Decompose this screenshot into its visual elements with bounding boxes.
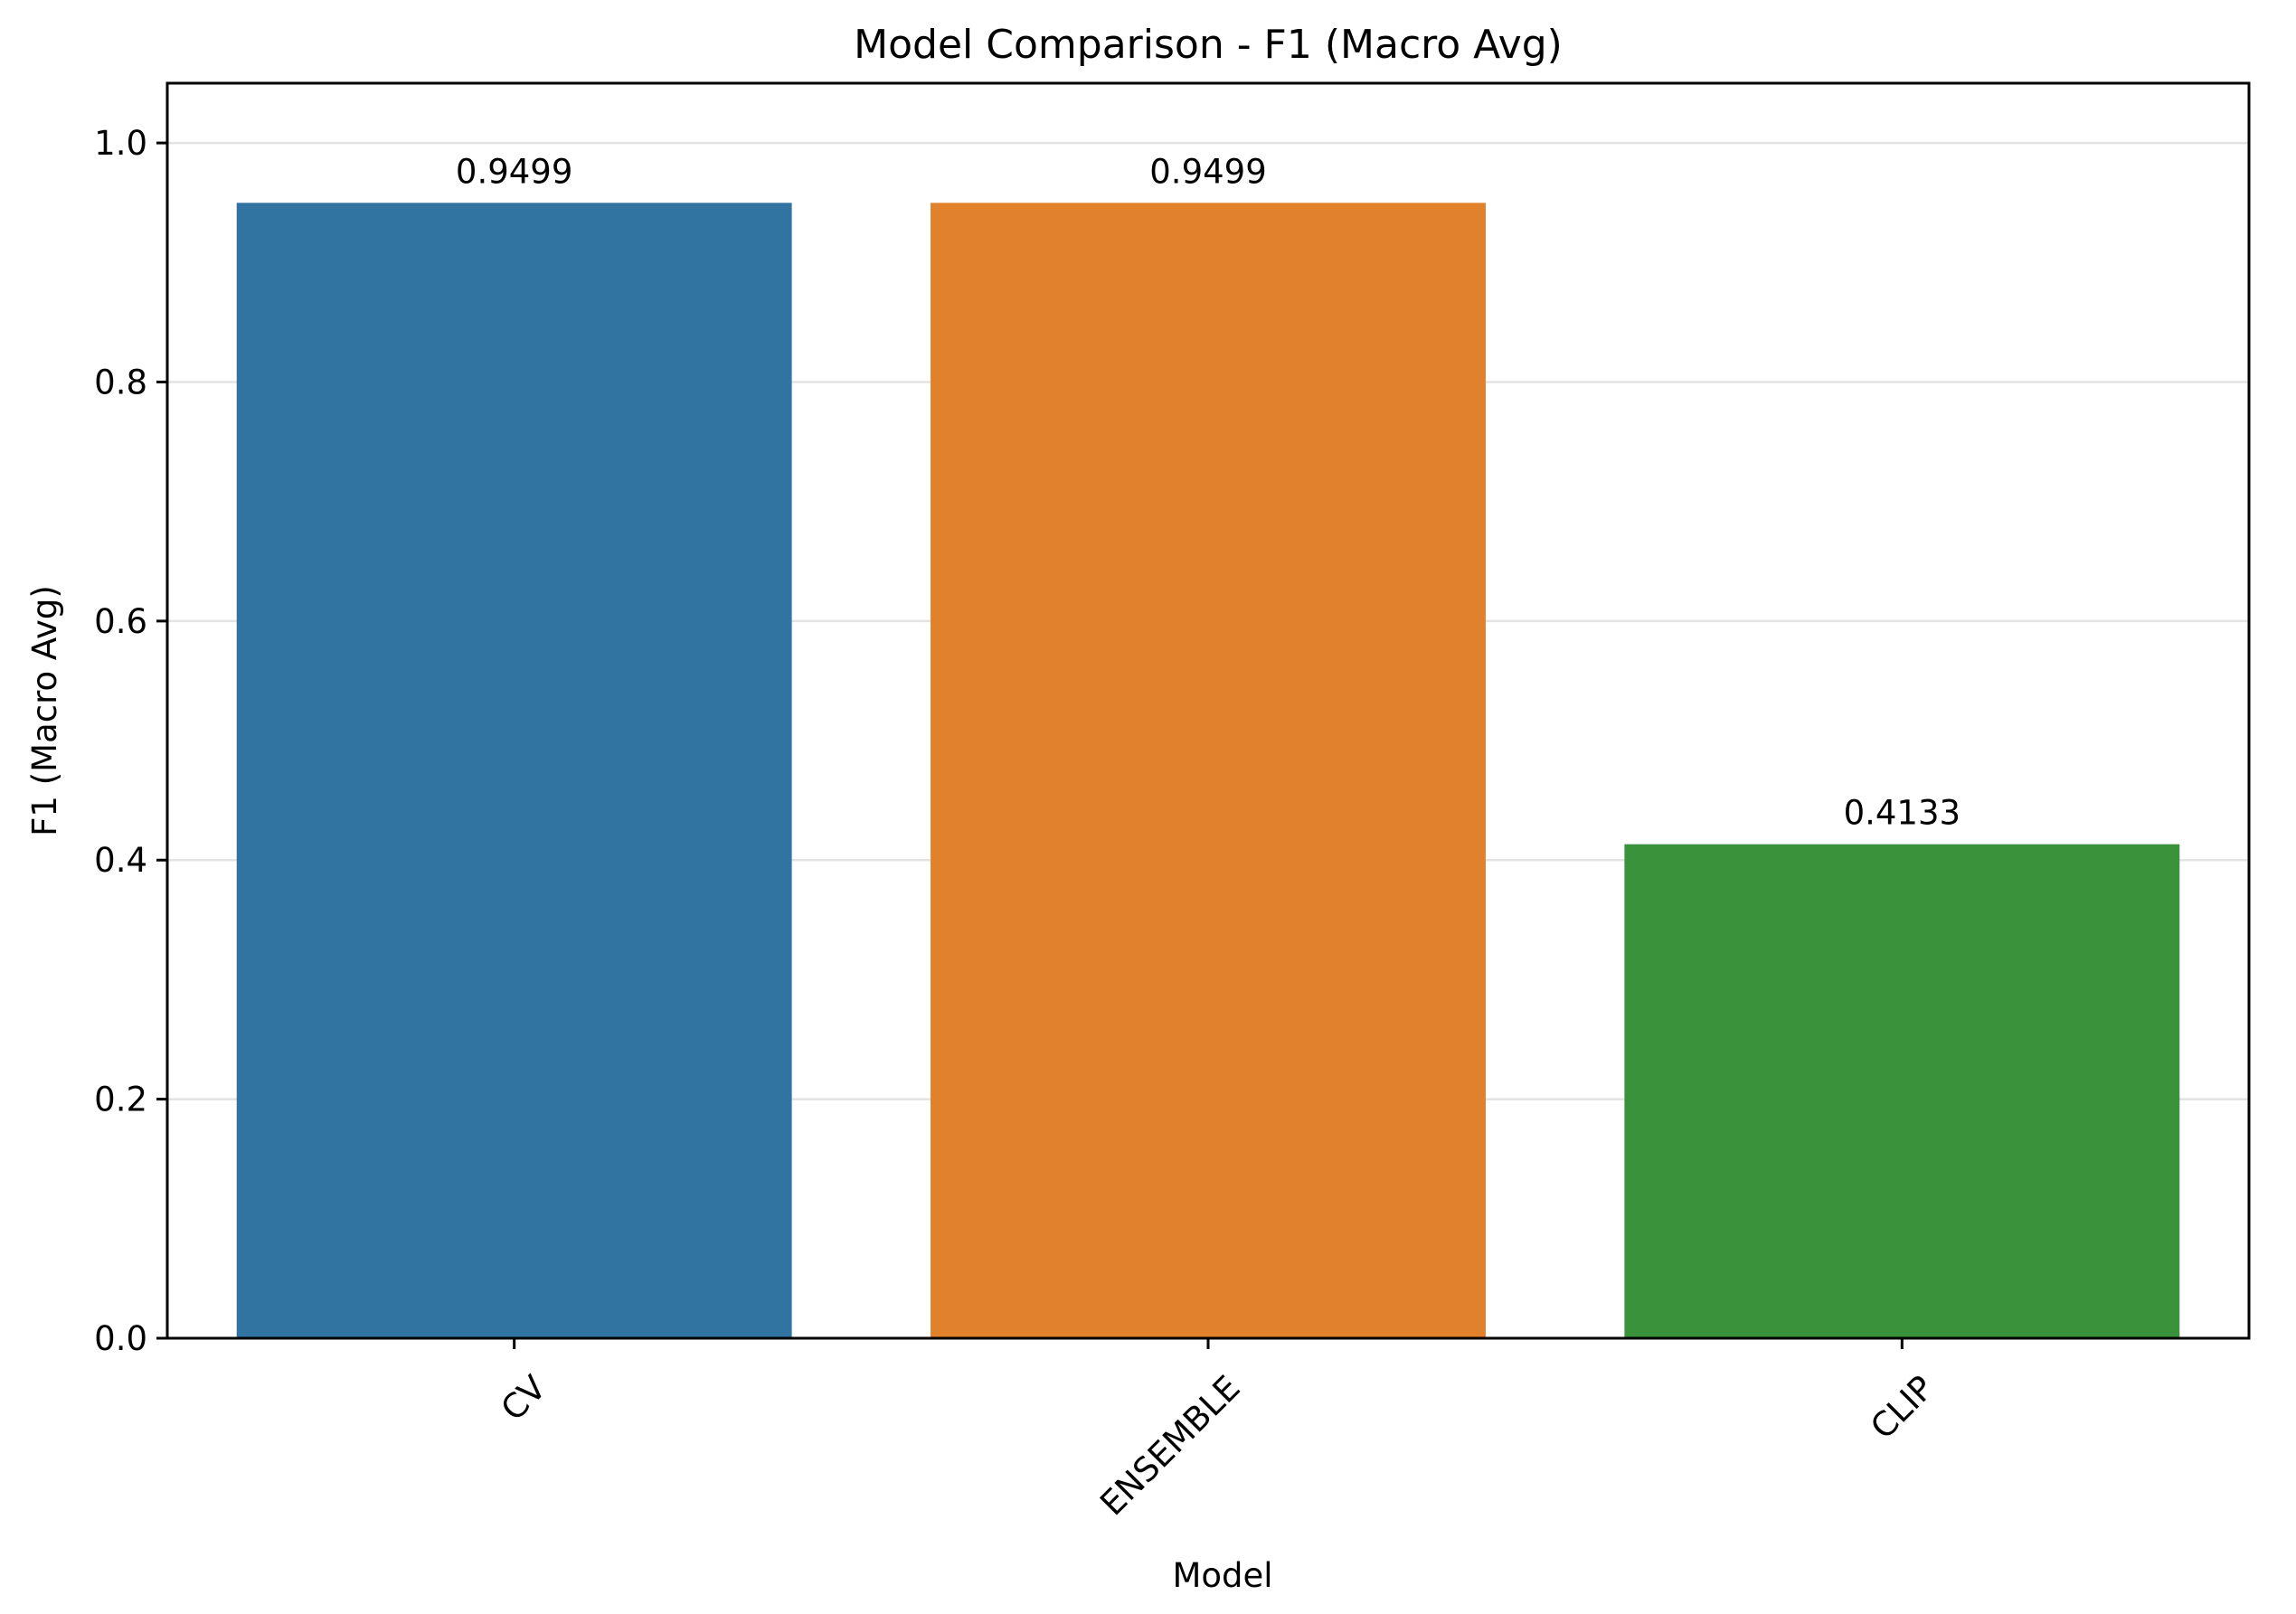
y-tick-label: 0.2 — [94, 1081, 147, 1119]
bar-clip — [1624, 844, 2180, 1338]
y-tick-label: 0.0 — [94, 1319, 147, 1358]
y-axis-label: F1 (Macro Avg) — [25, 585, 64, 836]
y-tick-label: 0.8 — [94, 363, 147, 401]
bar-value-labels: 0.9499 0.9499 0.4133 — [456, 152, 1961, 832]
bar-ensemble — [931, 203, 1486, 1339]
chart-title: Model Comparison - F1 (Macro Avg) — [854, 22, 1563, 68]
bar-value-label: 0.9499 — [1149, 152, 1266, 191]
bar-cv — [236, 203, 792, 1339]
y-tick-label: 0.6 — [94, 602, 147, 641]
y-tick-label: 1.0 — [94, 124, 147, 163]
bars — [236, 203, 2180, 1339]
bar-value-label: 0.9499 — [456, 152, 572, 191]
y-axis-ticks: 0.0 0.2 0.4 0.6 0.8 1.0 — [94, 124, 167, 1358]
x-axis-label: Model — [1172, 1556, 1272, 1595]
bar-value-label: 0.4133 — [1844, 794, 1961, 833]
y-tick-label: 0.4 — [94, 841, 147, 880]
